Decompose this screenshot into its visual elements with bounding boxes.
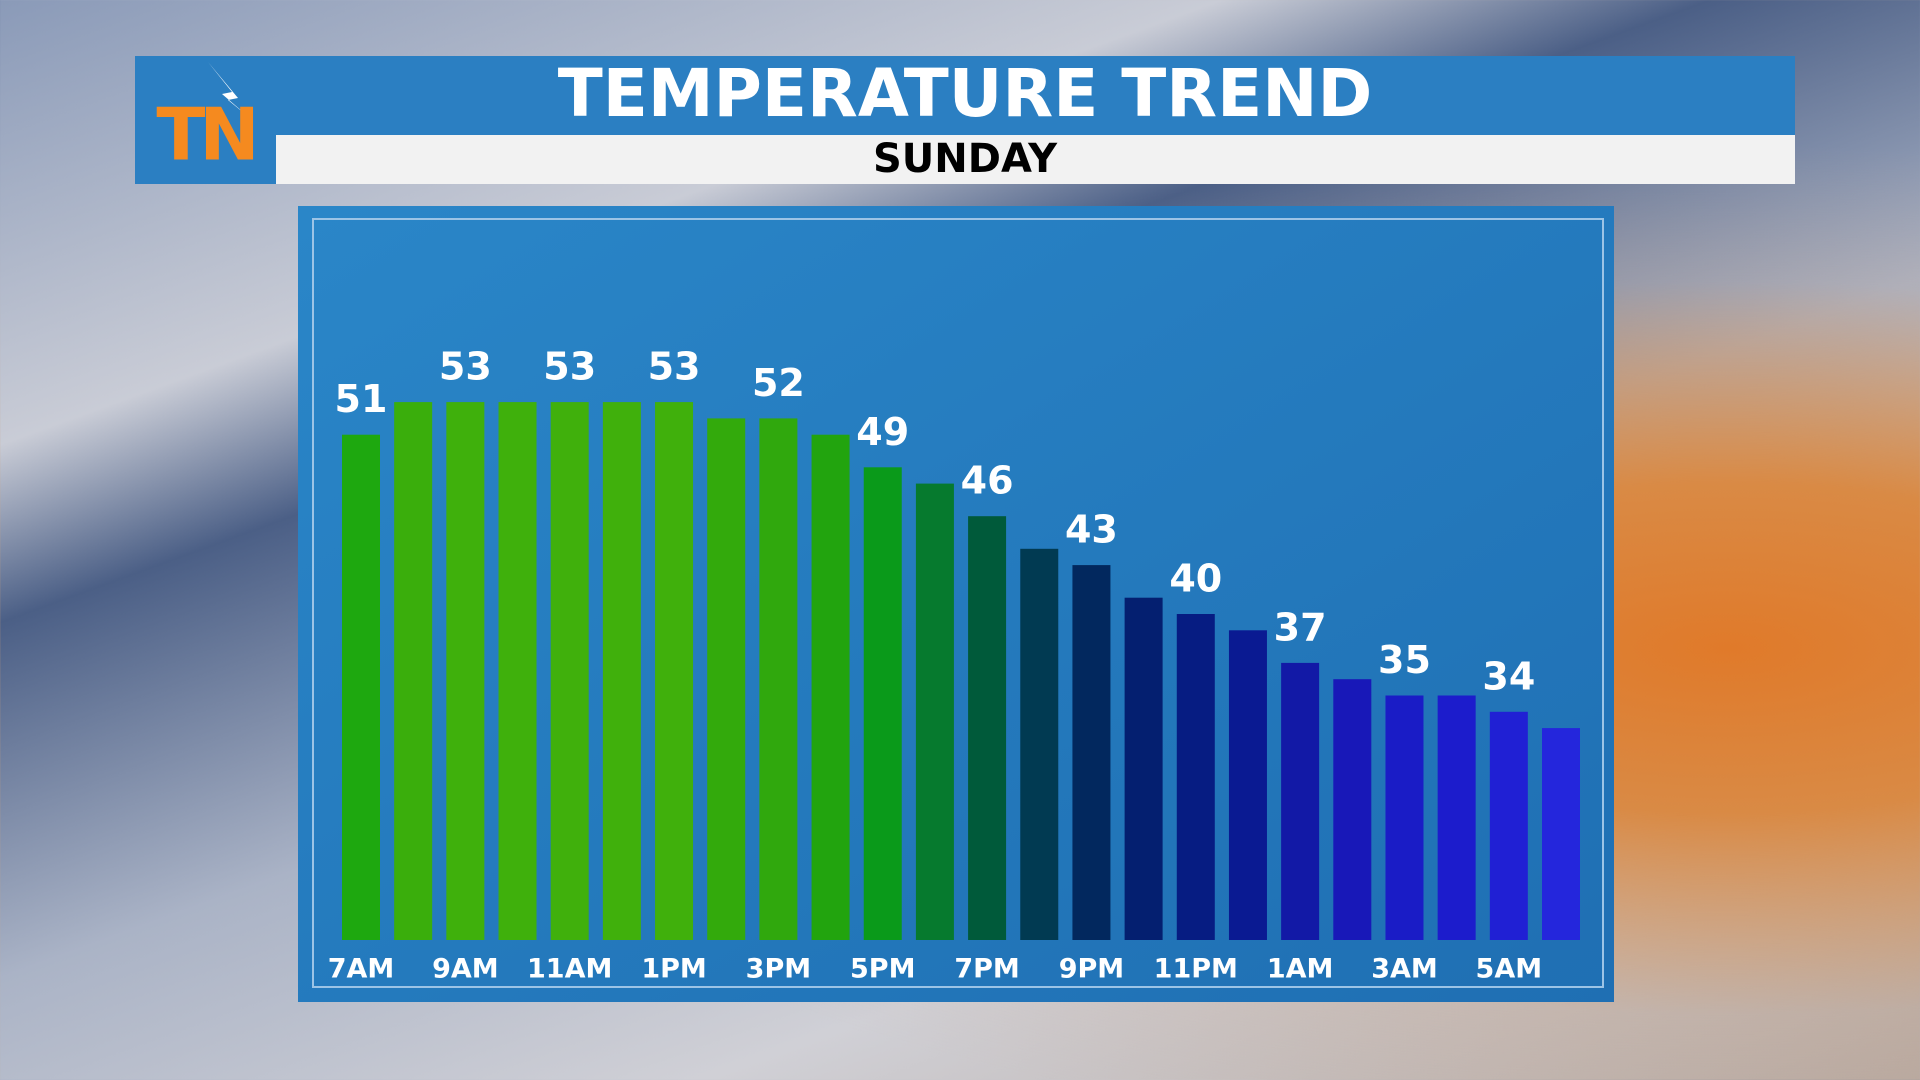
bar [915, 483, 954, 940]
bar [1072, 565, 1111, 940]
data-label: 34 [1482, 654, 1535, 698]
bar [1228, 630, 1267, 940]
x-tick-label: 1AM [1267, 954, 1334, 985]
data-label: 40 [1169, 557, 1222, 601]
bar [968, 516, 1007, 940]
bar [1542, 728, 1580, 940]
x-tick-label: 3PM [746, 954, 811, 985]
data-label: 53 [439, 345, 492, 389]
bar [1124, 597, 1163, 940]
bar [498, 402, 537, 941]
chart-subtitle: SUNDAY [873, 136, 1058, 182]
bar [1437, 695, 1476, 940]
bar [550, 402, 589, 941]
data-label: 49 [856, 410, 909, 454]
x-tick-label: 11PM [1154, 954, 1238, 985]
plot-border [312, 218, 1604, 988]
data-label: 52 [752, 361, 805, 405]
x-tick-label: 7PM [954, 954, 1019, 985]
bar [342, 434, 380, 940]
data-label: 35 [1378, 638, 1431, 682]
bar [1176, 614, 1215, 940]
x-tick-label: 7AM [328, 954, 395, 985]
x-tick-label: 9AM [432, 954, 499, 985]
data-label: 53 [648, 345, 701, 389]
bar [707, 418, 746, 940]
data-label: 37 [1274, 605, 1327, 649]
bar [1333, 679, 1372, 940]
bar [1020, 548, 1059, 940]
x-tick-label: 5AM [1476, 954, 1543, 985]
x-tick-label: 9PM [1059, 954, 1124, 985]
bar [863, 467, 902, 940]
bar [655, 402, 694, 941]
x-tick-label: 1PM [641, 954, 706, 985]
data-label: 43 [1065, 508, 1118, 552]
chart-title: TEMPERATURE TREND [558, 55, 1372, 132]
data-label: 51 [335, 377, 388, 421]
x-tick-label: 5PM [850, 954, 915, 985]
bar [394, 402, 433, 941]
subtitle-strip [276, 135, 1795, 184]
logo-box [135, 56, 276, 184]
header-bar [135, 56, 1795, 135]
bar [1281, 662, 1320, 940]
bar [759, 418, 798, 940]
x-tick-label: 11AM [527, 954, 612, 985]
logo: TN [156, 93, 253, 177]
data-label: 53 [543, 345, 596, 389]
bar [811, 434, 850, 940]
bar [1489, 711, 1528, 940]
bar [602, 402, 641, 941]
data-label: 46 [961, 459, 1014, 503]
bar [446, 402, 485, 941]
x-tick-label: 3AM [1371, 954, 1438, 985]
bar [1385, 695, 1424, 940]
